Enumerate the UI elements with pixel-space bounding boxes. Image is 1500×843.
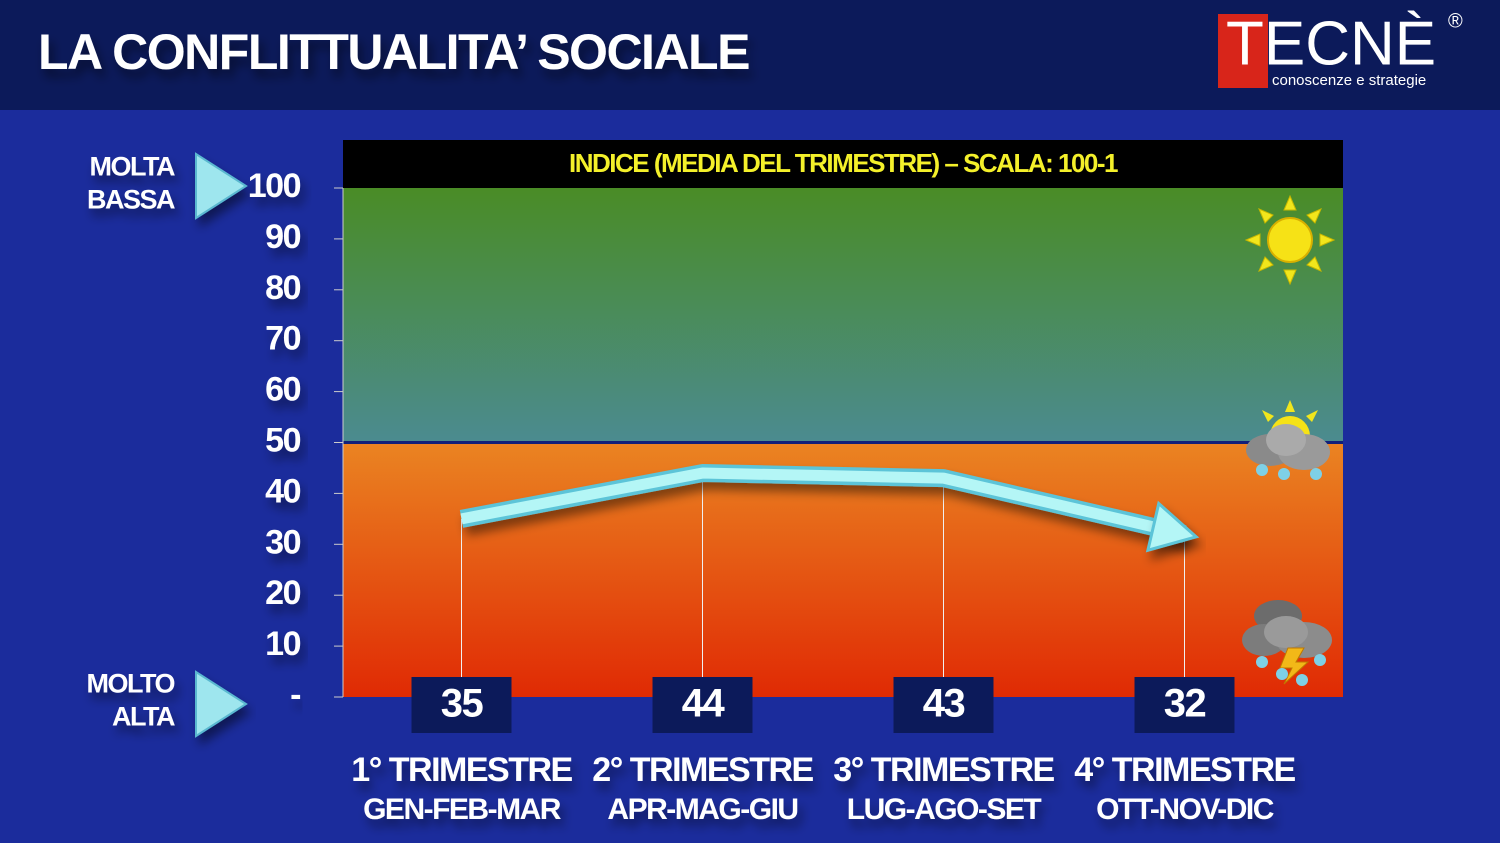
trend-arrow-core (460, 467, 1186, 540)
y-tick-label: 90 (265, 218, 300, 256)
value-label: 35 (441, 682, 484, 726)
y-tick-label: 50 (265, 421, 300, 459)
value-box (652, 677, 753, 733)
y-tick-label: 30 (265, 523, 300, 561)
side-label: ALTA (112, 702, 175, 732)
cloud-sun-icon (1246, 400, 1330, 480)
x-period-label: LUG-AGO-SET (847, 793, 1042, 826)
x-period-label: OTT-NOV-DIC (1096, 793, 1274, 826)
y-tick-label: 20 (265, 574, 300, 612)
subtitle-bar (343, 140, 1343, 188)
y-tick-label: 100 (248, 167, 301, 205)
pointer (195, 152, 248, 220)
y-tick-label: 60 (265, 371, 300, 409)
x-period-label: GEN-FEB-MAR (363, 793, 562, 826)
value-label: 43 (923, 682, 965, 726)
x-tick-label: 2° TRIMESTRE (592, 751, 813, 789)
logo-mark: ® (1448, 10, 1463, 32)
y-tick-label: - (290, 676, 300, 714)
y-tick-label: 70 (265, 320, 300, 358)
logo-block (1218, 14, 1268, 88)
storm-icon (1242, 600, 1332, 686)
sun-icon (1244, 194, 1336, 286)
x-tick-label: 1° TRIMESTRE (351, 751, 572, 789)
x-tick-label: 3° TRIMESTRE (833, 751, 1054, 789)
y-tick-label: 10 (265, 625, 300, 663)
subtitle: INDICE (MEDIA DEL TRIMESTRE) – SCALA: 10… (569, 148, 1118, 178)
logo-tagline: conoscenze e strategie (1272, 72, 1426, 89)
side-label: BASSA (87, 185, 175, 215)
arrow-head (1145, 500, 1200, 553)
y-tick-label: 40 (265, 472, 300, 510)
value-label: 44 (682, 682, 726, 726)
side-label: MOLTA (90, 152, 175, 182)
value-label: 32 (1164, 682, 1206, 726)
y-tick-label: 80 (265, 269, 300, 307)
x-period-label: APR-MAG-GIU (607, 793, 797, 826)
side-label: MOLTO (87, 669, 175, 699)
value-box (893, 677, 994, 733)
pointer (195, 670, 248, 738)
page-title: LA CONFLITTUALITA’ SOCIALE (38, 24, 749, 80)
logo: TECNÈ (1226, 9, 1436, 78)
zone-high (343, 188, 1343, 443)
value-box (1134, 677, 1235, 733)
x-tick-label: 4° TRIMESTRE (1074, 751, 1295, 789)
value-box (411, 677, 512, 733)
